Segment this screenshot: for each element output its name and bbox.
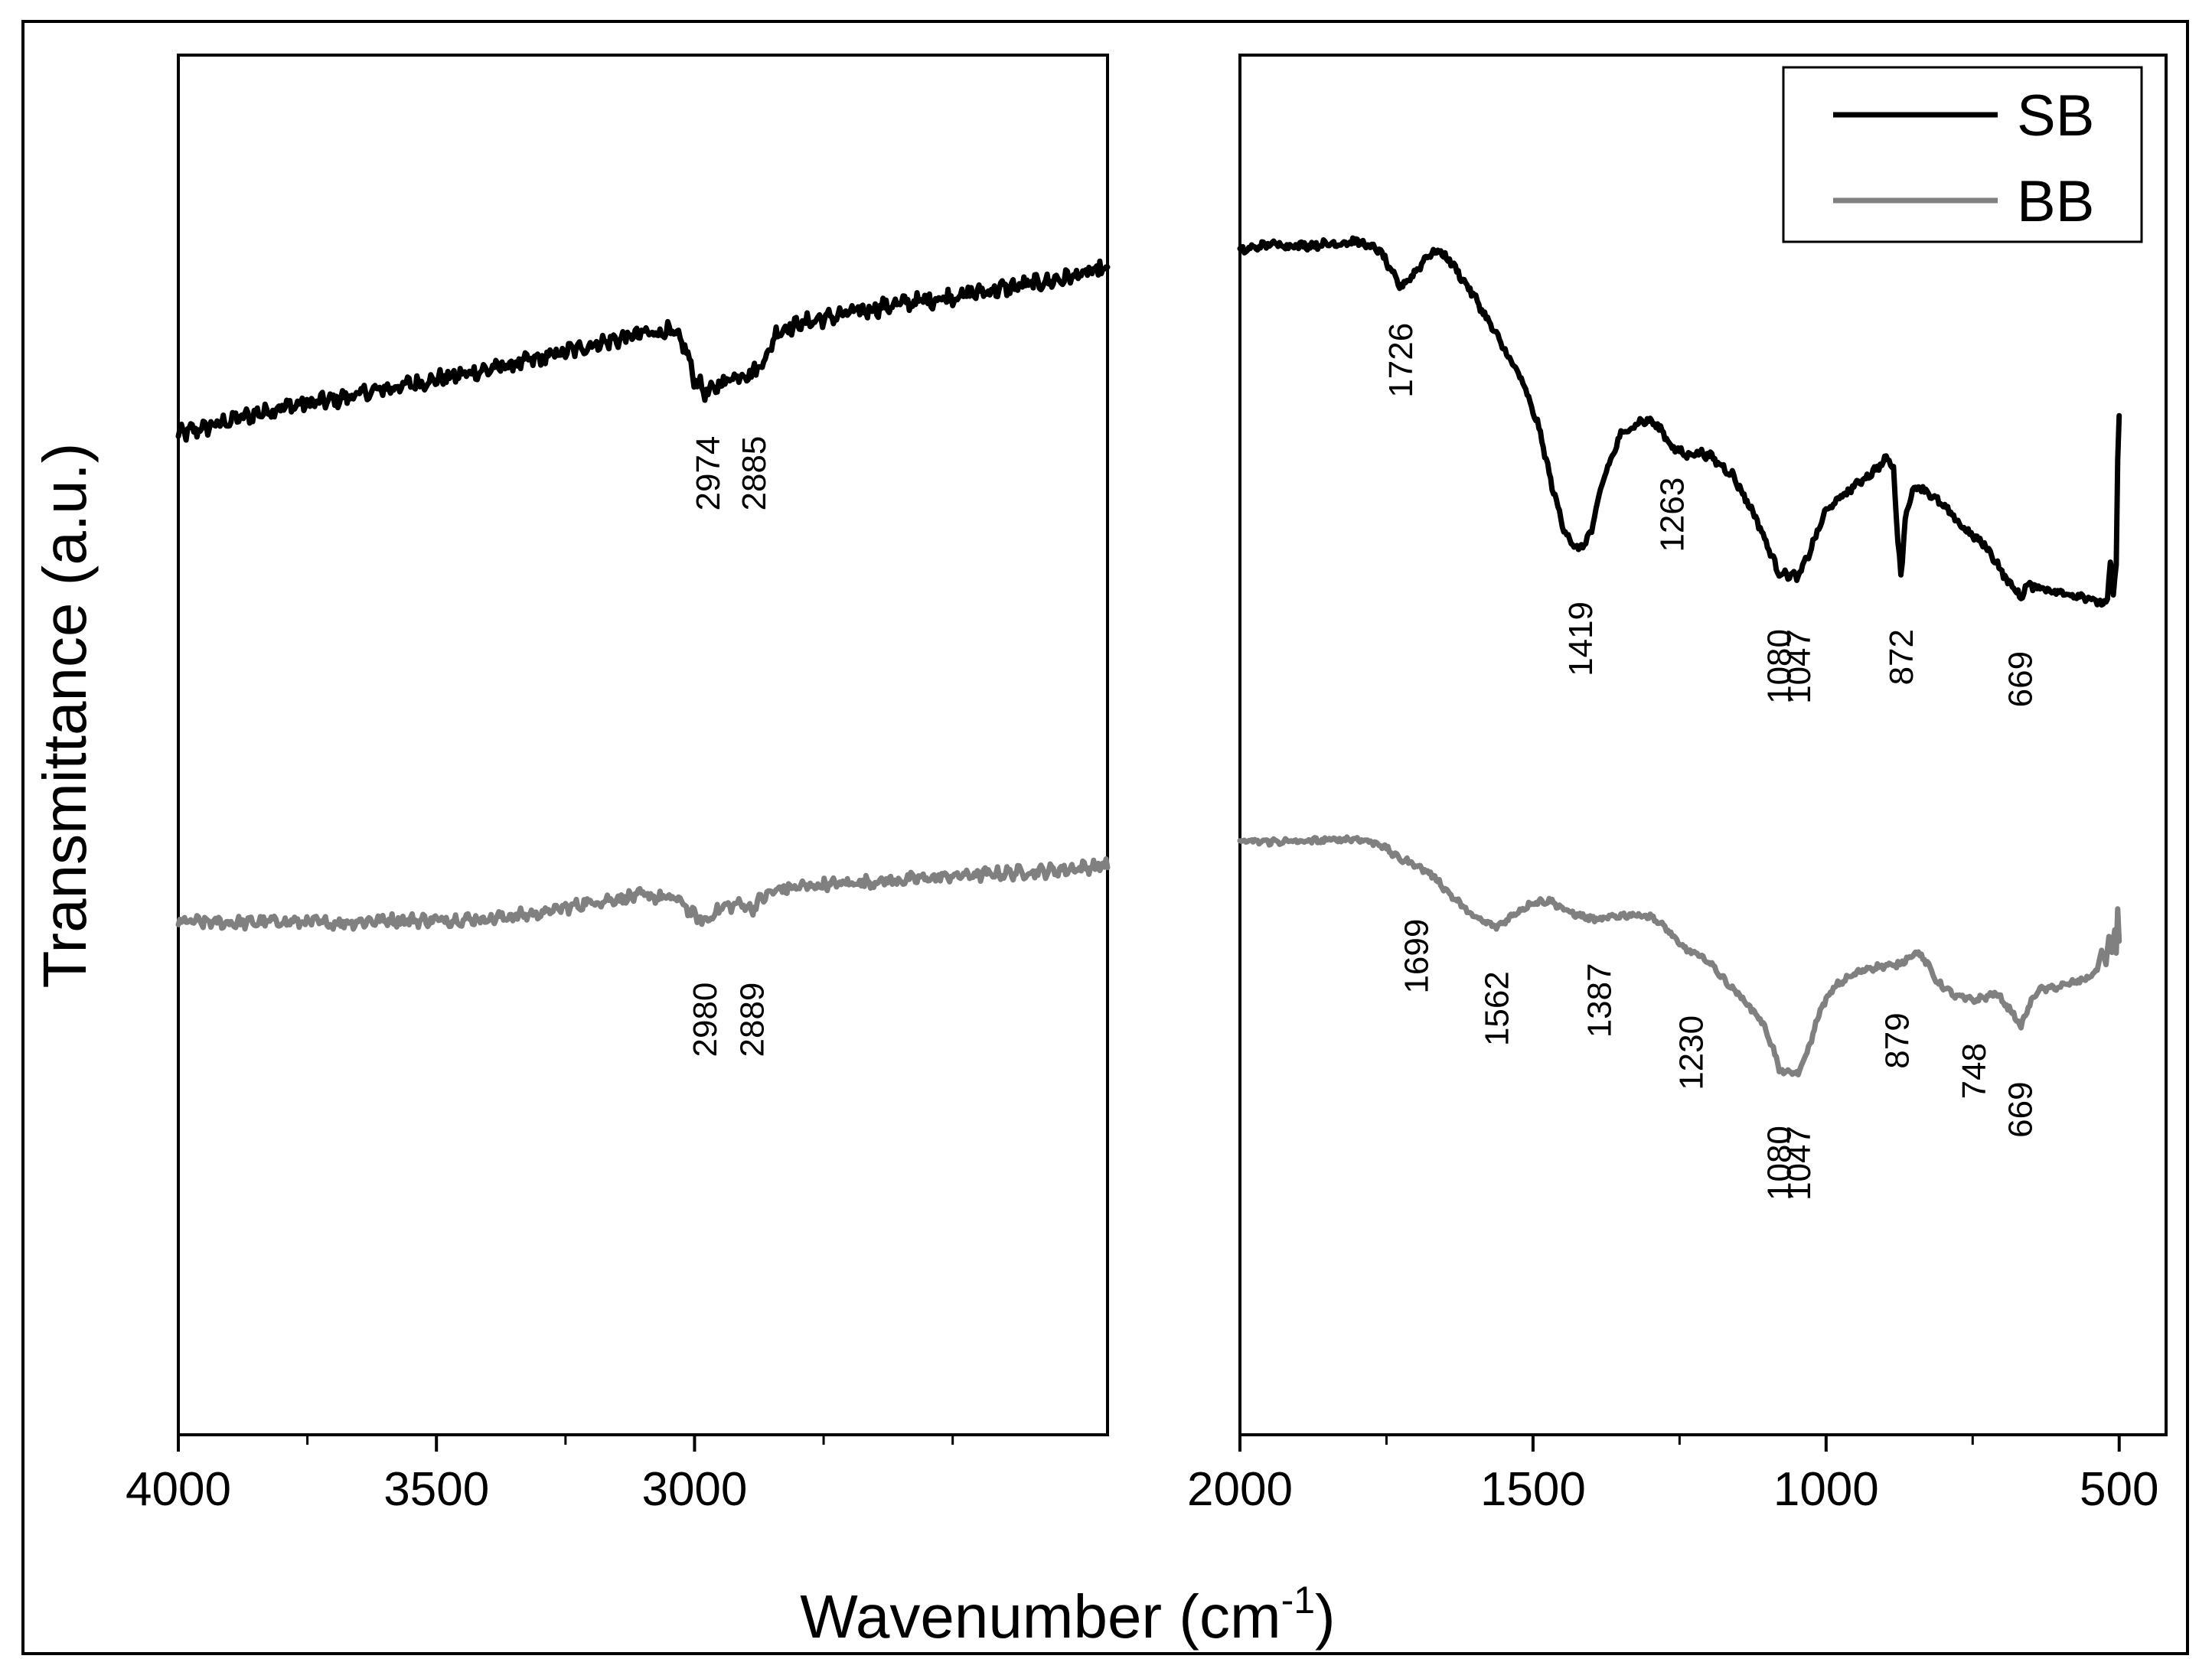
legend-label-bb: BB [2017, 169, 2094, 234]
right-peak-label: 1419 [1562, 601, 1600, 676]
y-axis-title: Transmittance (a.u.) [31, 443, 99, 989]
right-peak-label: 1080 [1761, 629, 1799, 704]
right-peak-label: 669 [2002, 651, 2039, 707]
x-axis-title: Wavenumber (cm-1) [800, 1579, 1335, 1651]
right-peak-label: 1726 [1382, 323, 1420, 398]
left-peak-label: 2889 [733, 983, 771, 1058]
left-series-bb [175, 856, 1111, 932]
right-peak-label: 1263 [1653, 477, 1691, 552]
x-axis-title-main: Wavenumber (cm [800, 1582, 1281, 1651]
right-peak-label: 748 [1956, 1043, 1993, 1099]
left-plot-frame [177, 54, 1109, 1436]
right-peak-label: 1562 [1478, 971, 1515, 1046]
left-x-tick-label: 3500 [383, 1463, 489, 1516]
legend-box [1782, 66, 2143, 243]
right-x-tick-label: 1000 [1773, 1463, 1879, 1516]
right-peak-label: 879 [1879, 1012, 1917, 1068]
right-series-bb [1237, 834, 2122, 1077]
right-peak-label: 1230 [1673, 1015, 1711, 1090]
right-series-sb [1237, 235, 2122, 608]
right-peak-label: 1699 [1398, 919, 1436, 994]
left-x-tick-label: 4000 [126, 1463, 231, 1516]
right-peak-label: 1080 [1761, 1126, 1799, 1201]
right-peak-label: 1047 [1780, 629, 1818, 704]
right-peak-label: 1047 [1780, 1126, 1818, 1201]
legend: SB BB [1782, 66, 2143, 243]
legend-label-sb: SB [2017, 83, 2094, 148]
left-peak-label: 2885 [736, 436, 773, 511]
right-peak-label: 669 [2002, 1081, 2039, 1137]
right-peak-label: 1387 [1581, 963, 1618, 1038]
x-axis-title-superscript: -1 [1281, 1579, 1315, 1621]
x-axis-title-close: ) [1315, 1582, 1336, 1651]
right-plot-frame [1238, 54, 2168, 1436]
figure-border [21, 20, 2189, 1655]
right-peak-label: 872 [1883, 629, 1920, 685]
right-x-tick-label: 500 [2080, 1463, 2158, 1516]
left-peak-label: 2974 [690, 436, 727, 511]
left-peak-label: 2980 [687, 983, 724, 1058]
left-panel: 4000 3500 3000 2974 2885 2980 2889 [126, 54, 1111, 1516]
right-x-tick-label: 2000 [1187, 1463, 1293, 1516]
left-series-sb [175, 258, 1111, 443]
left-x-tick-label: 3000 [641, 1463, 747, 1516]
right-x-tick-label: 1500 [1480, 1463, 1586, 1516]
